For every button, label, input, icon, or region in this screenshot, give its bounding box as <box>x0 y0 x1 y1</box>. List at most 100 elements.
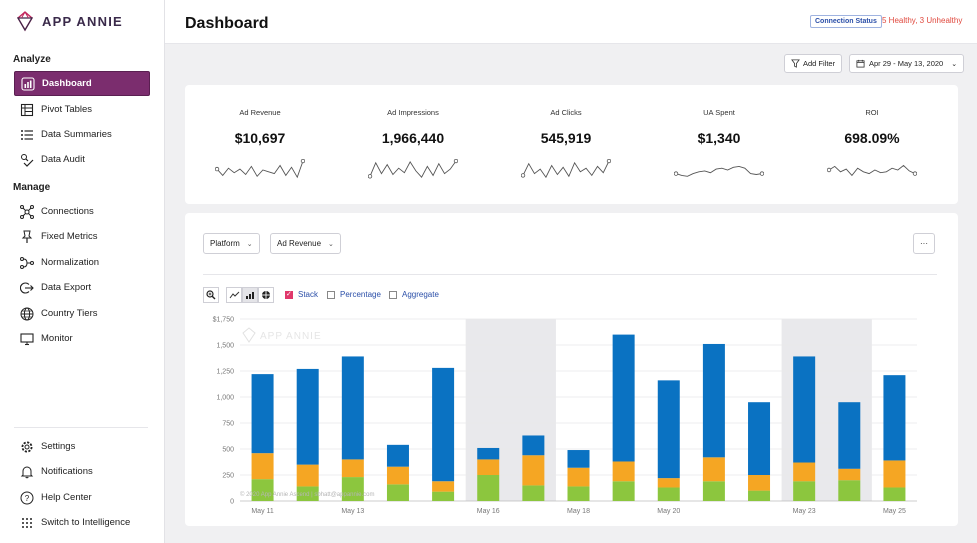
monitor-icon <box>19 331 35 347</box>
sparkline-endpoint <box>300 159 305 164</box>
sidebar-item-label: Dashboard <box>42 78 92 89</box>
sparkline-endpoint <box>759 171 764 176</box>
sparkline <box>674 165 764 177</box>
sparkline-endpoint <box>827 167 832 173</box>
filter-icon <box>791 59 800 68</box>
bar-segment-orange <box>838 468 861 481</box>
bar-segment-blue <box>612 334 635 462</box>
svg-text:?: ? <box>25 494 30 503</box>
y-axis-ticks: $1,750 1,500 1,250 1,000 750 500 250 0 <box>213 317 235 506</box>
sparkline <box>521 159 611 179</box>
bar-segment-orange <box>702 457 725 482</box>
bar-segment-green <box>251 479 274 501</box>
bar-segment-blue <box>477 447 500 460</box>
bar-segment-blue <box>567 450 590 468</box>
connection-status-button[interactable]: Connection Status <box>810 15 882 28</box>
sidebar-item-label: Settings <box>41 441 76 452</box>
bar-segment-blue <box>432 367 455 482</box>
bar-segment-green <box>477 475 500 501</box>
sidebar-item-help-center[interactable]: ? Help Center <box>14 485 150 510</box>
kpi-value: 698.09% <box>844 130 900 146</box>
kpi-value: $10,697 <box>234 130 286 146</box>
footer-credit: © 2020 App Annie Ascend | sbhatt@appanni… <box>240 491 375 498</box>
flow-icon <box>19 255 35 271</box>
app-annie-logo[interactable]: APP ANNIE <box>14 10 123 32</box>
sidebar-item-label: Data Export <box>41 282 92 293</box>
bar-segment-orange <box>251 453 274 480</box>
sidebar-item-label: Notifications <box>41 466 93 477</box>
sidebar-item-country-tiers[interactable]: Country Tiers <box>14 301 150 326</box>
metric-dropdown-label: Ad Revenue <box>277 239 322 248</box>
sidebar-item-label: Data Summaries <box>41 129 112 140</box>
chart-watermark: APP ANNIE <box>242 327 321 343</box>
bar-segment-orange <box>432 481 455 492</box>
sidebar-item-dashboard[interactable]: Dashboard <box>14 71 150 96</box>
bars <box>251 334 906 501</box>
table-icon <box>19 102 35 118</box>
sparkline-endpoint <box>674 171 679 176</box>
pie-chart-icon <box>262 291 270 299</box>
stack-checkbox[interactable]: Stack <box>285 290 318 299</box>
sidebar-item-data-export[interactable]: Data Export <box>14 275 150 300</box>
sidebar-item-connections[interactable]: Connections <box>14 199 150 224</box>
platform-dropdown[interactable]: Platform ⌄ <box>203 233 260 254</box>
bar-segment-orange <box>793 462 816 482</box>
app-annie-diamond-icon <box>16 11 34 32</box>
percentage-checkbox[interactable]: Percentage <box>327 290 381 299</box>
date-range-picker[interactable]: Apr 29 - May 13, 2020 ⌄ <box>849 54 965 73</box>
sidebar-item-label: Fixed Metrics <box>41 231 98 242</box>
kpi-value: 1,966,440 <box>381 130 445 146</box>
y-tick-label: 500 <box>222 447 234 454</box>
sidebar-item-label: Country Tiers <box>41 308 98 319</box>
list-icon <box>19 127 35 143</box>
y-tick-label: 1,500 <box>216 343 234 350</box>
pie-chart-button[interactable] <box>258 287 274 303</box>
sidebar-item-pivot-tables[interactable]: Pivot Tables <box>14 97 150 122</box>
sidebar-divider <box>14 427 148 428</box>
sparkline-endpoint <box>368 174 373 179</box>
checkbox-checked-icon <box>285 290 293 299</box>
x-tick-label: May 11 <box>251 508 274 515</box>
sidebar-item-label: Connections <box>41 206 94 217</box>
connection-status-text: 5 Healthy, 3 Unhealthy <box>882 16 963 25</box>
kpi-label: UA Spent <box>703 108 735 117</box>
date-range-label: Apr 29 - May 13, 2020 <box>869 59 944 68</box>
zoom-button[interactable] <box>203 287 219 303</box>
x-tick-label: May 13 <box>341 508 364 515</box>
kpi-label: ROI <box>865 108 879 117</box>
sidebar-item-monitor[interactable]: Monitor <box>14 326 150 351</box>
sparkline-endpoint <box>912 171 917 176</box>
audit-icon <box>19 152 35 168</box>
sidebar-item-switch-to-intelligence[interactable]: Switch to Intelligence <box>14 510 150 535</box>
y-tick-label: 1,000 <box>216 395 234 402</box>
metric-dropdown[interactable]: Ad Revenue ⌄ <box>270 233 341 254</box>
brand-name: APP ANNIE <box>42 13 123 29</box>
y-tick-label: 750 <box>222 421 234 428</box>
sidebar-item-label: Pivot Tables <box>41 104 93 115</box>
sidebar-item-notifications[interactable]: Notifications <box>14 459 150 484</box>
bar-segment-green <box>386 484 409 501</box>
stacked-bar-chart: $1,750 1,500 1,250 1,000 750 500 250 0 APP ANNI… <box>213 317 917 515</box>
pin-icon <box>19 229 35 245</box>
kpi-value: 545,919 <box>540 130 592 146</box>
x-tick-label: May 18 <box>567 508 590 515</box>
line-chart-button[interactable] <box>226 287 242 303</box>
sidebar-item-fixed-metrics[interactable]: Fixed Metrics <box>14 224 150 249</box>
bar-chart-button[interactable] <box>242 287 258 303</box>
x-tick-label: May 20 <box>657 508 680 515</box>
aggregate-checkbox[interactable]: Aggregate <box>389 290 439 299</box>
checkbox-unchecked-icon <box>389 290 397 299</box>
add-filter-button[interactable]: Add Filter <box>784 54 843 73</box>
bar-segment-green <box>748 490 771 501</box>
sidebar-item-normalization[interactable]: Normalization <box>14 250 150 275</box>
sidebar-item-data-audit[interactable]: Data Audit <box>14 147 150 172</box>
sparkline-endpoint <box>521 173 526 178</box>
sidebar-item-label: Help Center <box>41 492 92 503</box>
bar-segment-green <box>838 480 861 501</box>
sparkline-path <box>216 160 304 179</box>
more-options-button[interactable]: ··· <box>913 233 935 254</box>
bar-segment-orange <box>657 478 680 488</box>
sidebar-item-data-summaries[interactable]: Data Summaries <box>14 122 150 147</box>
sidebar-item-settings[interactable]: Settings <box>14 434 150 459</box>
sparkline <box>215 159 305 179</box>
